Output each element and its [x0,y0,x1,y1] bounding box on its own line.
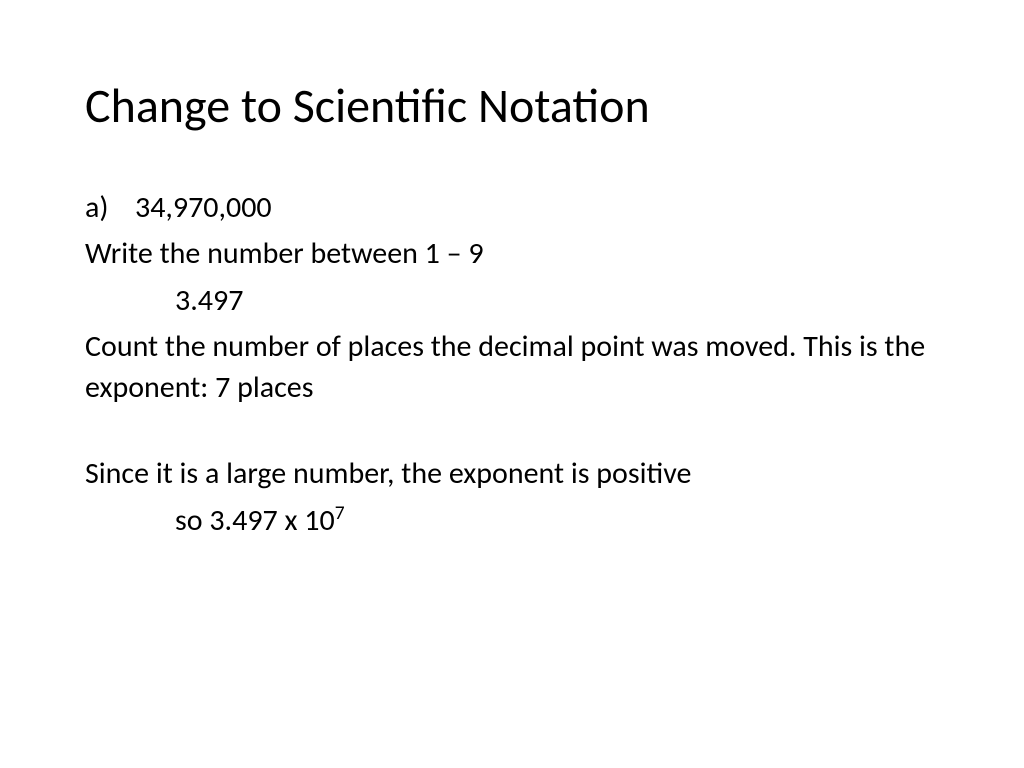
slide-container: Change to Scientific Notation a) 34,970,… [0,0,1024,768]
slide-body: a) 34,970,000 Write the number between 1… [85,188,939,542]
instruction-write-number: Write the number between 1 – 9 [85,234,939,275]
result-line: so 3.497 x 107 [85,501,939,542]
list-marker-a: a) [85,188,135,229]
example-number: 34,970,000 [135,188,272,229]
instruction-count-places: Count the number of places the decimal p… [85,327,939,408]
result-exponent: 7 [335,501,345,525]
spacer [85,414,939,454]
slide-title: Change to Scientific Notation [85,80,939,133]
result-prefix: so 3.497 x 10 [175,502,335,539]
instruction-sign: Since it is a large number, the exponent… [85,454,939,495]
example-item: a) 34,970,000 [85,188,939,229]
coefficient-value: 3.497 [85,281,939,322]
